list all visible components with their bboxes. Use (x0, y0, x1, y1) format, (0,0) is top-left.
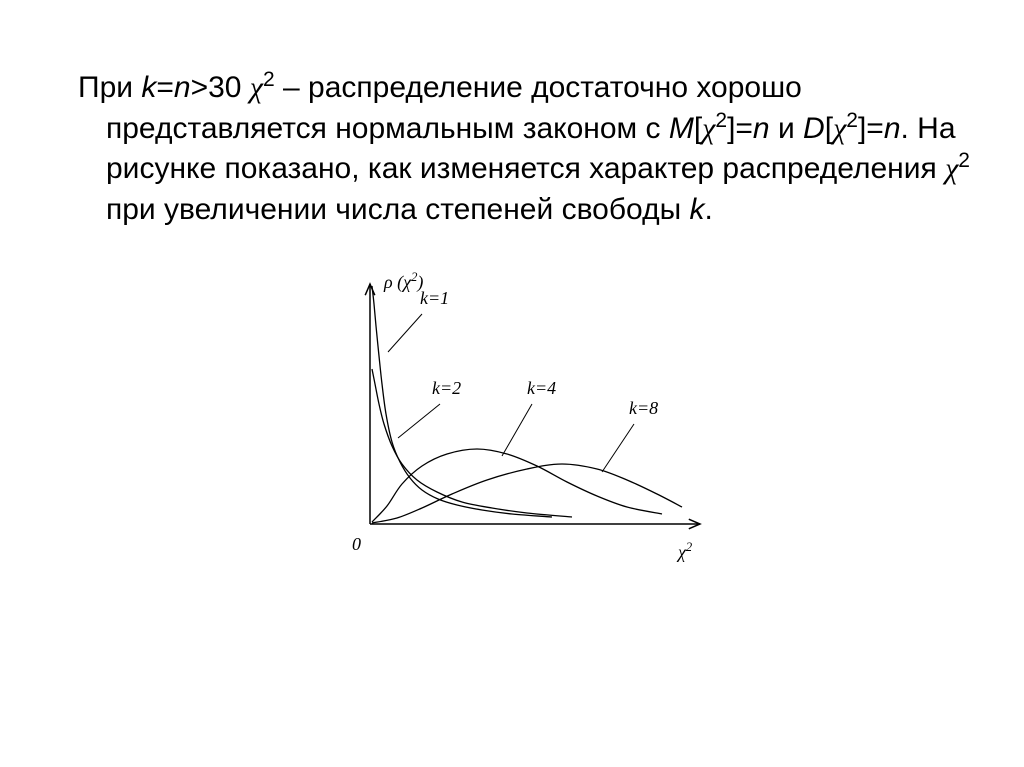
leader-line (502, 404, 532, 456)
superscript: 2 (958, 149, 970, 172)
var-k: k (141, 71, 156, 104)
origin-label: 0 (352, 534, 361, 554)
chi-square-chart: 0 ρ (χ2) χ2 k=1 k=2 k=4 k=8 (302, 264, 722, 574)
var-n: n (174, 71, 191, 104)
leader-line (388, 314, 422, 352)
chi-symbol: χ (250, 71, 263, 104)
leader-line (398, 404, 440, 438)
text-run: [ (825, 112, 833, 145)
text-run: При (78, 71, 141, 104)
var-n: n (753, 112, 770, 145)
text-run: при увеличении числа степеней свободы (106, 193, 689, 226)
var-k: k (689, 193, 704, 226)
chi-symbol: χ (945, 152, 958, 185)
var-n: n (884, 112, 901, 145)
text-run: . (704, 193, 712, 226)
curve-k-1 (372, 286, 552, 517)
chi-symbol: χ (833, 112, 846, 145)
text-run: ]= (727, 112, 753, 145)
paragraph: При k=n>30 χ2 – распределение достаточно… (50, 68, 974, 230)
curve-label: k=8 (629, 398, 658, 418)
leader-line (602, 424, 634, 472)
chi-symbol: χ (702, 112, 715, 145)
text-run: >30 (191, 71, 250, 104)
x-axis-label: χ2 (676, 540, 693, 562)
superscript: 2 (715, 109, 727, 132)
var-d: D (803, 112, 825, 145)
text-run: и (770, 112, 803, 145)
text-run: = (156, 71, 174, 104)
superscript: 2 (846, 109, 858, 132)
y-axis-label: ρ (χ2) (383, 270, 423, 293)
curve-k-8 (372, 464, 682, 523)
curve-label: k=1 (420, 288, 449, 308)
text-run: [ (694, 112, 702, 145)
curve-label: k=2 (432, 378, 461, 398)
superscript: 2 (263, 68, 275, 91)
var-m: M (669, 112, 694, 145)
curve-label: k=4 (527, 378, 556, 398)
text-run: ]= (858, 112, 884, 145)
